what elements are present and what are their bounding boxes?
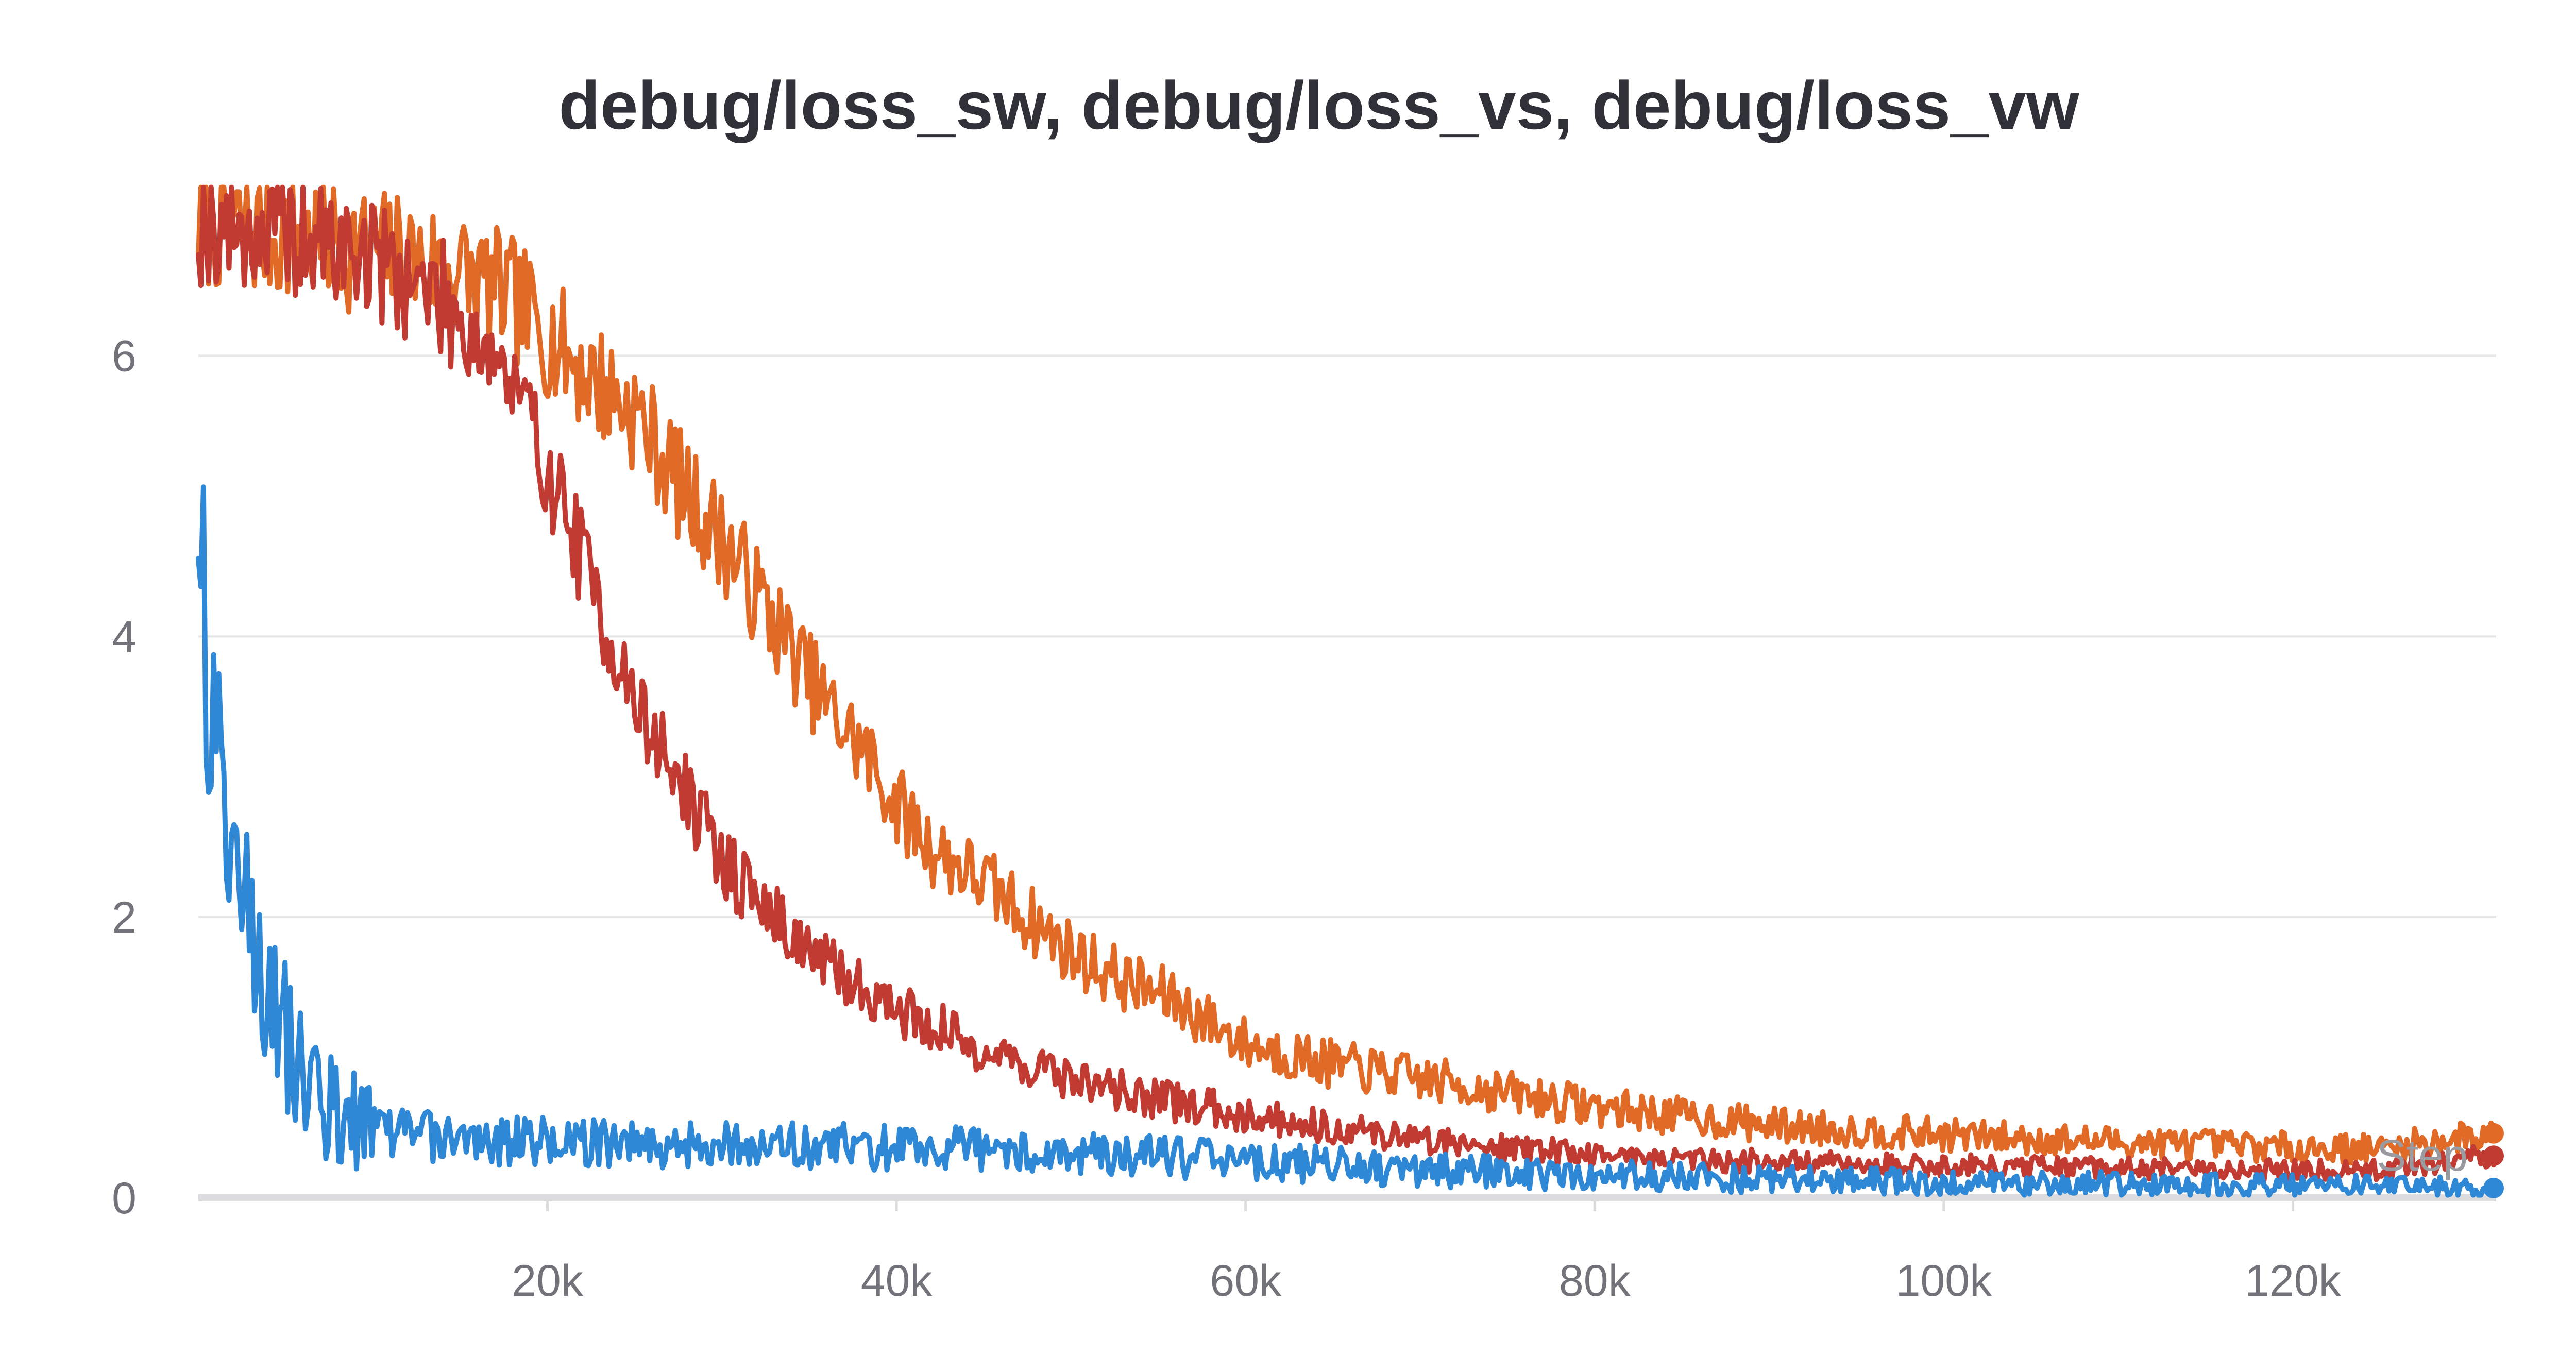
series-layer <box>196 184 2504 1198</box>
x-axis-label: Step <box>2377 1131 2468 1180</box>
series-end-marker <box>2483 1145 2504 1166</box>
axis-layer: 0 2 4 6 20k 40k 60k 80k 100k 120k Step <box>112 332 2468 1306</box>
series-line <box>196 184 2496 1166</box>
series-end-marker <box>2483 1123 2504 1144</box>
series-end-marker <box>2483 1177 2504 1198</box>
chart-title: debug/loss_sw, debug/loss_vs, debug/loss… <box>558 67 2079 143</box>
series-line <box>196 484 2496 1198</box>
series-line <box>196 184 2496 1183</box>
y-tick-label: 6 <box>112 332 137 381</box>
x-tick-label: 80k <box>1559 1256 1631 1306</box>
x-tick-label: 40k <box>861 1256 933 1306</box>
y-tick-label: 0 <box>112 1174 137 1223</box>
x-tick-label: 60k <box>1210 1256 1282 1306</box>
x-tick-label: 100k <box>1896 1256 1992 1306</box>
x-tick-label: 120k <box>2245 1256 2341 1306</box>
y-tick-label: 4 <box>112 612 137 662</box>
y-tick-label: 2 <box>112 893 137 942</box>
x-tick-label: 20k <box>512 1256 584 1306</box>
grid-layer <box>198 354 2496 1201</box>
